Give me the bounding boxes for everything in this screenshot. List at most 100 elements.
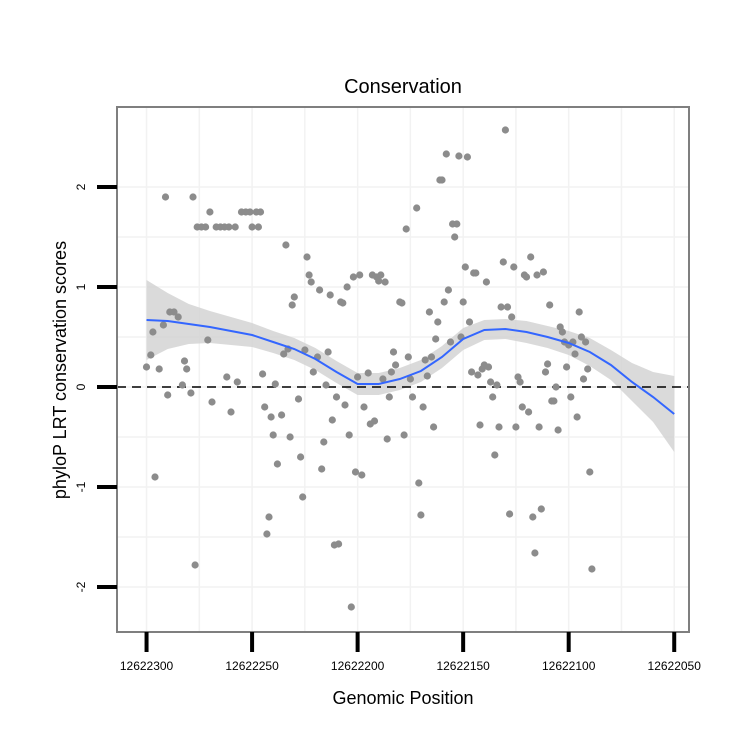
data-point — [419, 403, 427, 411]
data-point — [356, 271, 364, 279]
data-point — [459, 298, 467, 306]
data-point — [529, 513, 537, 521]
data-point — [455, 152, 463, 160]
x-tick-label: 12622250 — [225, 659, 279, 673]
data-point — [206, 208, 214, 216]
data-point — [582, 338, 590, 346]
data-point — [546, 301, 554, 309]
data-point — [427, 353, 436, 361]
data-point — [493, 381, 501, 389]
data-point — [265, 513, 273, 521]
data-point — [573, 413, 581, 421]
data-point — [288, 301, 296, 309]
x-tick-label: 12622150 — [436, 659, 490, 673]
data-point — [432, 335, 440, 343]
data-point — [544, 360, 552, 368]
data-point — [191, 561, 199, 569]
data-point — [307, 278, 315, 286]
data-point — [187, 389, 195, 397]
data-point — [231, 223, 239, 231]
data-point — [506, 510, 514, 518]
y-axis-ticks: -2 -1 0 1 2 — [74, 183, 117, 592]
data-point — [161, 193, 170, 201]
data-point — [189, 193, 197, 201]
data-point — [183, 365, 191, 373]
data-point — [324, 348, 332, 356]
data-point — [487, 378, 495, 386]
data-point — [392, 361, 400, 369]
data-point — [474, 371, 482, 379]
data-point — [425, 308, 433, 316]
data-point — [303, 253, 311, 261]
data-point — [301, 346, 309, 354]
data-point — [377, 271, 385, 279]
data-point — [290, 293, 298, 301]
data-point — [204, 336, 212, 344]
data-point — [385, 393, 393, 401]
data-point — [178, 381, 186, 389]
data-point — [440, 298, 448, 306]
data-point — [345, 431, 353, 439]
data-point — [278, 411, 286, 419]
data-point — [354, 373, 362, 381]
data-point — [269, 431, 277, 439]
y-tick-label: -2 — [74, 581, 88, 592]
data-point — [297, 453, 305, 461]
data-point — [263, 530, 271, 538]
data-point — [164, 391, 172, 399]
data-point — [261, 403, 269, 411]
data-point — [202, 223, 210, 231]
data-point — [347, 603, 355, 611]
data-point — [351, 468, 360, 476]
data-point — [563, 363, 571, 371]
data-point — [305, 271, 313, 279]
chart-title: Conservation — [344, 76, 462, 98]
data-point — [259, 370, 267, 378]
data-point — [421, 356, 429, 364]
data-point — [406, 375, 414, 383]
data-point — [379, 375, 387, 383]
data-point — [404, 353, 412, 361]
y-tick-label: 0 — [74, 383, 88, 390]
data-point — [491, 451, 499, 459]
data-point — [402, 225, 410, 233]
data-point — [482, 278, 490, 286]
data-point — [535, 423, 543, 431]
data-point — [286, 433, 294, 441]
x-tick-label: 12622100 — [542, 659, 596, 673]
data-point — [510, 263, 518, 271]
data-point — [341, 401, 349, 409]
data-point — [328, 416, 336, 424]
data-point — [147, 351, 155, 359]
x-axis-label: Genomic Position — [332, 688, 473, 708]
data-point — [497, 303, 505, 311]
smooth-curve — [146, 319, 675, 415]
data-point — [389, 348, 398, 356]
data-point — [453, 220, 461, 228]
data-point — [273, 460, 281, 468]
data-point — [533, 271, 541, 279]
data-point — [370, 417, 379, 425]
data-point — [537, 505, 545, 513]
data-point — [309, 368, 317, 376]
data-point — [318, 465, 326, 473]
data-point — [423, 372, 431, 380]
data-point — [472, 269, 480, 277]
data-point — [495, 423, 503, 431]
data-point — [518, 403, 526, 411]
data-point — [558, 328, 567, 336]
data-point — [489, 393, 497, 401]
data-point — [552, 383, 560, 391]
data-point — [442, 150, 450, 158]
data-point — [512, 423, 520, 431]
data-point — [400, 431, 408, 439]
data-point — [375, 277, 383, 285]
data-point — [225, 223, 233, 231]
data-point — [525, 408, 533, 416]
data-point — [360, 403, 368, 411]
data-point — [155, 365, 163, 373]
data-point — [364, 369, 372, 377]
data-point — [142, 363, 151, 371]
data-point — [451, 233, 459, 241]
